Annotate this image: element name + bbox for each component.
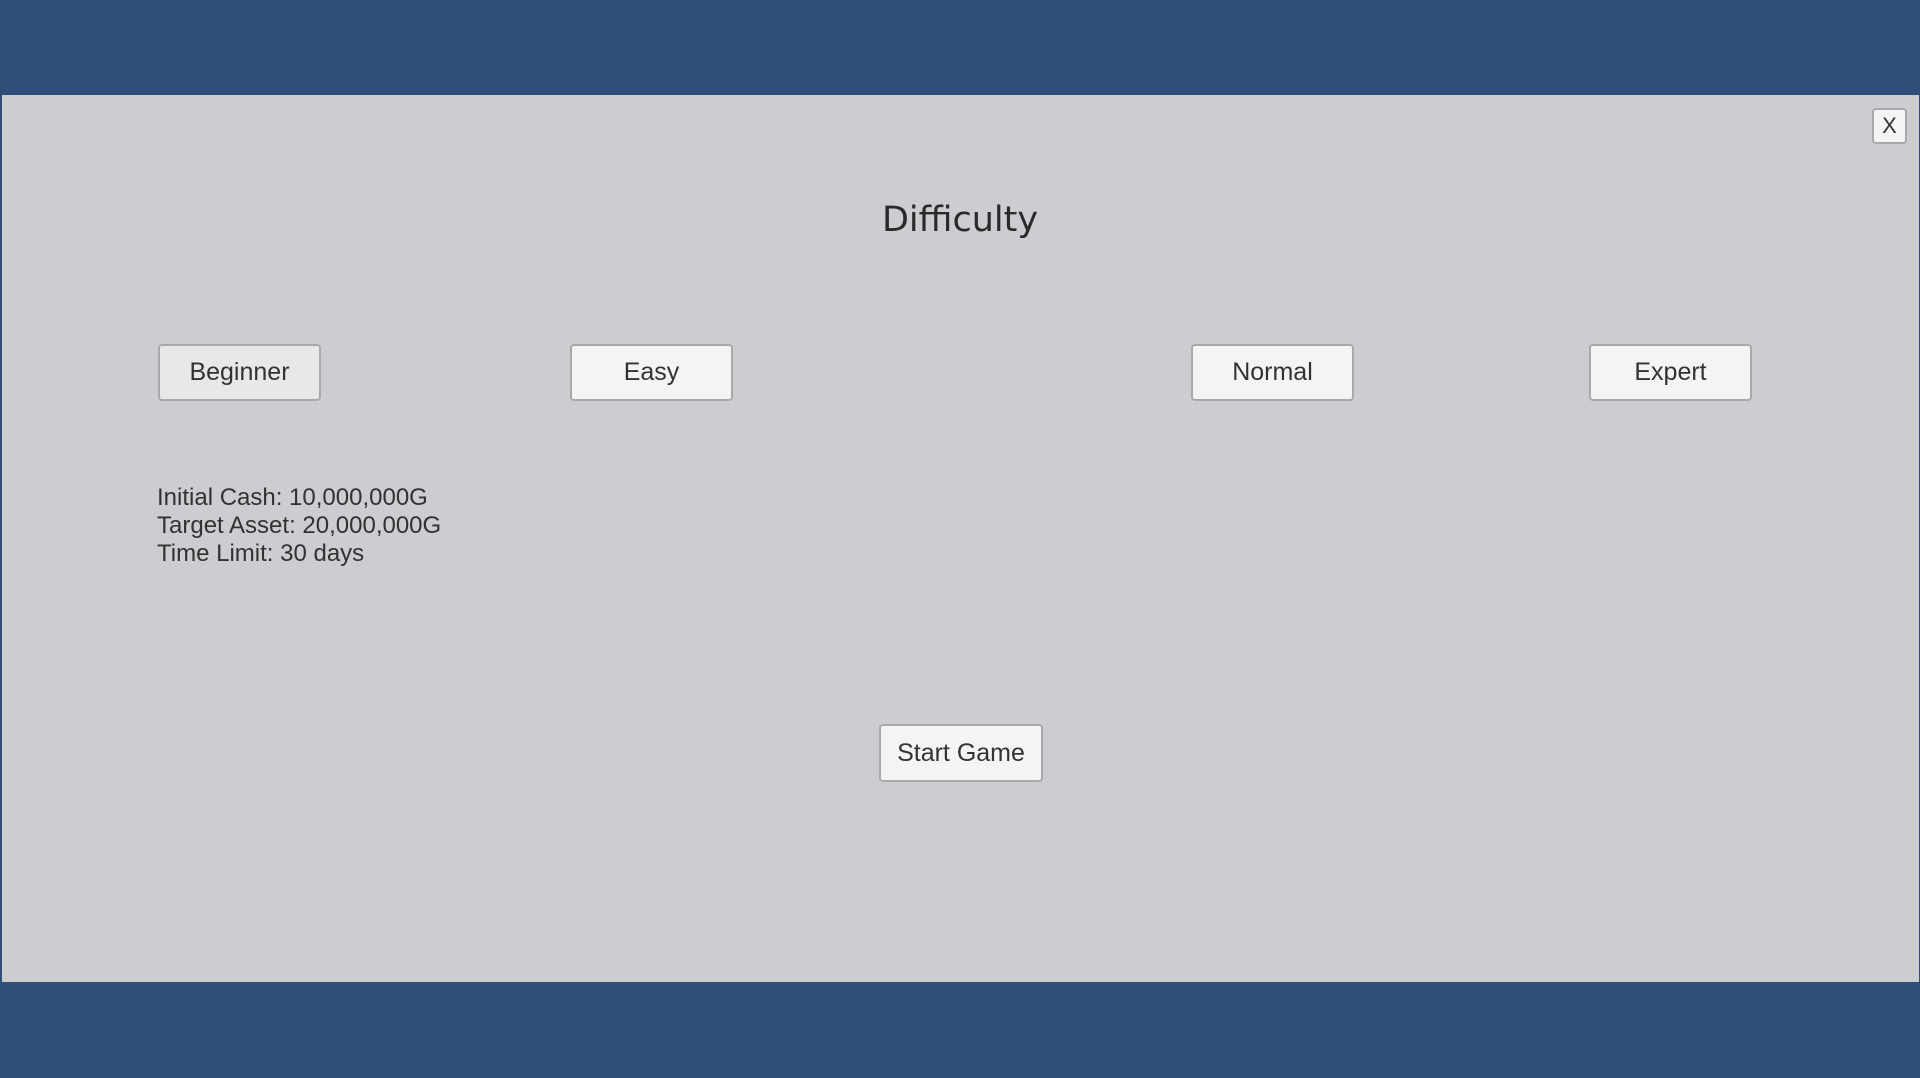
- beginner-button[interactable]: Beginner: [158, 344, 321, 401]
- dialog-title: Difficulty: [881, 200, 1039, 240]
- time-limit-text: Time Limit: 30 days: [157, 540, 365, 567]
- target-asset-text: Target Asset: 20,000,000G: [157, 512, 442, 539]
- difficulty-info: Initial Cash: 10,000,000G Target Asset: …: [157, 484, 441, 568]
- start-game-button[interactable]: Start Game: [879, 724, 1043, 782]
- close-button[interactable]: X: [1872, 108, 1907, 144]
- difficulty-dialog: [2, 95, 1919, 982]
- normal-button[interactable]: Normal: [1191, 344, 1354, 401]
- easy-button[interactable]: Easy: [570, 344, 733, 401]
- initial-cash-text: Initial Cash: 10,000,000G: [157, 484, 428, 511]
- expert-button[interactable]: Expert: [1589, 344, 1752, 401]
